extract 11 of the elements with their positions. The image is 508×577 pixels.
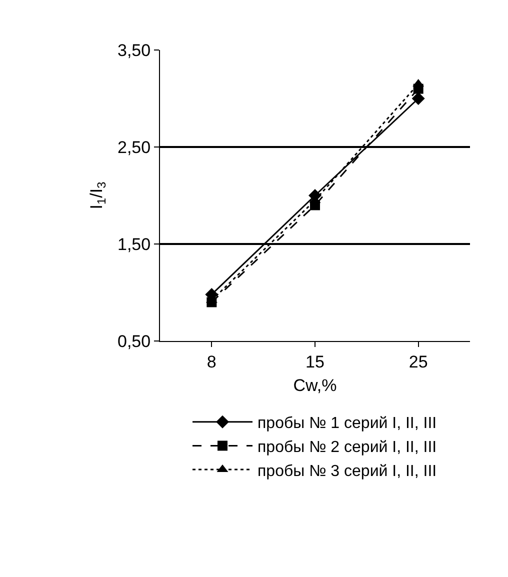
x-axis-title: Cw,%: [293, 376, 337, 395]
legend-label: пробы № 2 серий I, II, III: [258, 438, 437, 456]
x-tick-label: 25: [408, 352, 428, 372]
y-tick-label: 3,50: [118, 40, 151, 60]
y-tick-label: 1,50: [118, 234, 151, 254]
y-tick-label: 0,50: [118, 332, 151, 351]
y-tick-label: 2,50: [118, 138, 151, 157]
x-tick-label: 15: [306, 352, 324, 372]
legend-label: пробы № 3 серий I, II, III: [258, 462, 437, 480]
legend-label: пробы № 1 серий I, II, III: [258, 415, 437, 432]
x-tick-label: 8: [206, 352, 216, 372]
